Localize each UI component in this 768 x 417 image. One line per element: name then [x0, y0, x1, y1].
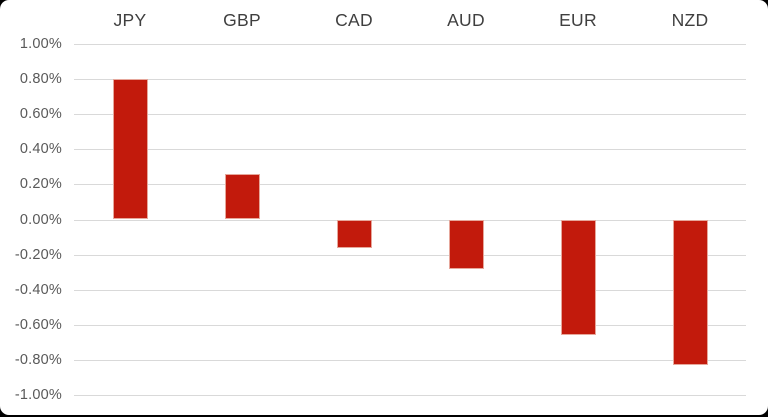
- bar-nzd: [672, 219, 708, 366]
- y-axis-tick-label: 0.20%: [19, 176, 62, 193]
- category-label-gbp: GBP: [223, 10, 261, 30]
- gridline: [74, 219, 746, 221]
- bar-eur: [560, 219, 596, 336]
- gridline: [74, 289, 746, 291]
- category-label-aud: AUD: [447, 10, 485, 30]
- category-label-jpy: JPY: [113, 10, 147, 30]
- y-axis-tick-label: 1.00%: [19, 36, 62, 52]
- bar-aud: [448, 219, 484, 269]
- gridline: [74, 79, 746, 81]
- gridline: [74, 149, 746, 151]
- bar-jpy: [112, 79, 148, 220]
- category-label-eur: EUR: [559, 10, 597, 30]
- y-axis-tick-label: -0.20%: [14, 246, 62, 263]
- y-axis-tick-label: 0.80%: [19, 71, 62, 88]
- category-label-cad: CAD: [335, 10, 373, 30]
- bar-cad: [336, 219, 372, 248]
- y-axis-tick-label: 0.40%: [19, 141, 62, 158]
- gridline: [74, 114, 746, 116]
- y-axis-tick-label: -0.60%: [14, 316, 62, 333]
- y-axis-tick-label: -0.40%: [14, 281, 62, 298]
- y-axis-tick-label: 0.60%: [19, 106, 62, 123]
- category-label-nzd: NZD: [671, 10, 709, 30]
- gridline: [74, 359, 746, 361]
- y-axis-tick-label: -1.00%: [14, 387, 62, 403]
- gridline: [74, 184, 746, 186]
- y-axis-tick-label: 0.00%: [19, 211, 62, 228]
- bar-gbp: [224, 173, 260, 220]
- y-axis-tick-label: -0.80%: [14, 351, 62, 368]
- gridline: [74, 44, 746, 45]
- gridline: [74, 395, 746, 396]
- gridline: [74, 254, 746, 256]
- gridline: [74, 324, 746, 326]
